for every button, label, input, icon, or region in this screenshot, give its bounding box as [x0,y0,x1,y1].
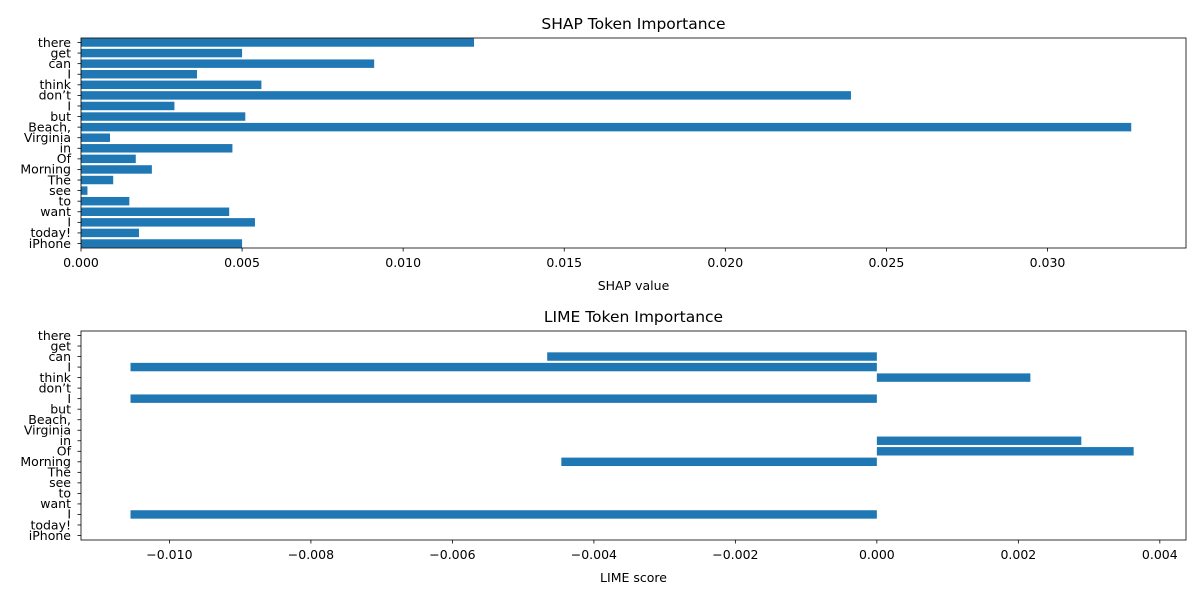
shap-ytick-label: Virginia [24,130,71,145]
shap-ytick-label: think [40,77,72,92]
shap-bar [81,154,136,164]
lime-ytick-label: but [50,401,71,416]
shap-ytick-label: see [49,183,71,198]
shap-ytick-label: in [60,141,71,156]
shap-xtick-label: 0.030 [1030,255,1066,270]
shap-ytick-label: Beach, [28,119,71,134]
lime-ytick-label: can [49,349,71,364]
lime-xtick-label: −0.004 [571,547,617,562]
shap-bar [81,239,243,248]
shap-bar [81,186,88,195]
shap-bar [81,196,130,206]
shap-x-axis-label: SHAP value [598,278,670,293]
shap-bar [81,165,152,174]
shap-bar [81,144,233,153]
shap-bar [81,133,110,142]
shap-bar [81,122,1132,132]
lime-ytick-label: Beach, [28,412,71,427]
lime-xtick-label: −0.002 [712,547,758,562]
shap-xtick-label: 0.020 [707,255,743,270]
shap-bar [81,48,243,58]
shap-xtick-label: 0.005 [224,255,260,270]
shap-bar [81,38,475,47]
shap-ytick-label: The [47,172,72,187]
lime-ytick-label: I [67,359,71,374]
lime-bar [876,436,1082,445]
shap-ytick-label: but [50,109,71,124]
lime-ytick-label: today! [30,517,71,532]
shap-bar [81,228,139,238]
lime-ytick-label: Of [57,444,72,459]
shap-chart-title: SHAP Token Importance [541,15,725,33]
shap-bar [81,218,255,227]
lime-xtick-label: 0.004 [1142,547,1178,562]
shap-bar [81,59,375,68]
lime-plot-frame [80,330,1187,541]
shap-ytick-label: to [58,193,71,208]
shap-xtick-label: 0.025 [868,255,904,270]
shap-ytick-label: Of [57,151,72,166]
shap-ytick-label: don’t [39,88,71,103]
lime-chart-title: LIME Token Importance [544,308,723,326]
shap-xtick-label: 0.010 [385,255,421,270]
shap-bar [81,112,246,121]
lime-bar [876,447,1134,456]
lime-ytick-label: I [67,507,71,522]
lime-ytick-label: iPhone [29,528,72,543]
shap-bar [81,80,262,90]
shap-ytick-label: want [40,204,71,219]
lime-bar [130,362,877,372]
shap-ytick-label: I [67,67,71,82]
lime-ytick-label: to [58,486,71,501]
lime-ytick-label: don’t [39,380,71,395]
lime-xtick-label: −0.006 [429,547,475,562]
shap-ytick-label: Morning [20,162,71,177]
lime-ytick-label: The [47,465,72,480]
lime-xtick-label: −0.010 [146,547,192,562]
lime-chart: theregetcanIthinkdon’tIbutBeach,Virginia… [20,308,1187,585]
shap-ytick-label: I [67,98,71,113]
lime-ytick-label: think [40,370,72,385]
shap-bar [81,175,114,185]
lime-bar [130,394,877,403]
lime-xtick-label: 0.000 [859,547,895,562]
lime-ytick-label: see [49,475,71,490]
shap-ytick-label: I [67,215,71,230]
lime-ytick-label: Virginia [24,423,71,438]
lime-bar [561,457,877,467]
lime-bar [130,510,877,519]
shap-chart: theregetcanIthinkdon’tIbutBeach,Virginia… [20,15,1187,293]
shap-xtick-label: 0.000 [63,255,99,270]
lime-xtick-label: 0.002 [1000,547,1036,562]
shap-bar [81,70,197,79]
lime-bar [876,373,1031,382]
shap-bar [81,101,175,111]
shap-xtick-label: 0.015 [546,255,582,270]
lime-ytick-label: Morning [20,454,71,469]
lime-ytick-label: I [67,391,71,406]
lime-ytick-label: get [50,338,71,353]
lime-bar [547,352,877,361]
lime-ytick-label: want [40,496,71,511]
shap-ytick-label: today! [30,225,71,240]
shap-ytick-label: there [38,35,71,50]
shap-bar [81,91,851,100]
lime-x-axis-label: LIME score [600,570,667,585]
shap-ytick-label: iPhone [29,236,72,251]
lime-ytick-label: there [38,328,71,343]
lime-ytick-label: in [60,433,71,448]
shap-ytick-label: can [49,56,71,71]
shap-ytick-label: get [50,45,71,60]
shap-plot-frame [80,37,1187,249]
lime-xtick-label: −0.008 [288,547,334,562]
shap-bar [81,207,230,216]
